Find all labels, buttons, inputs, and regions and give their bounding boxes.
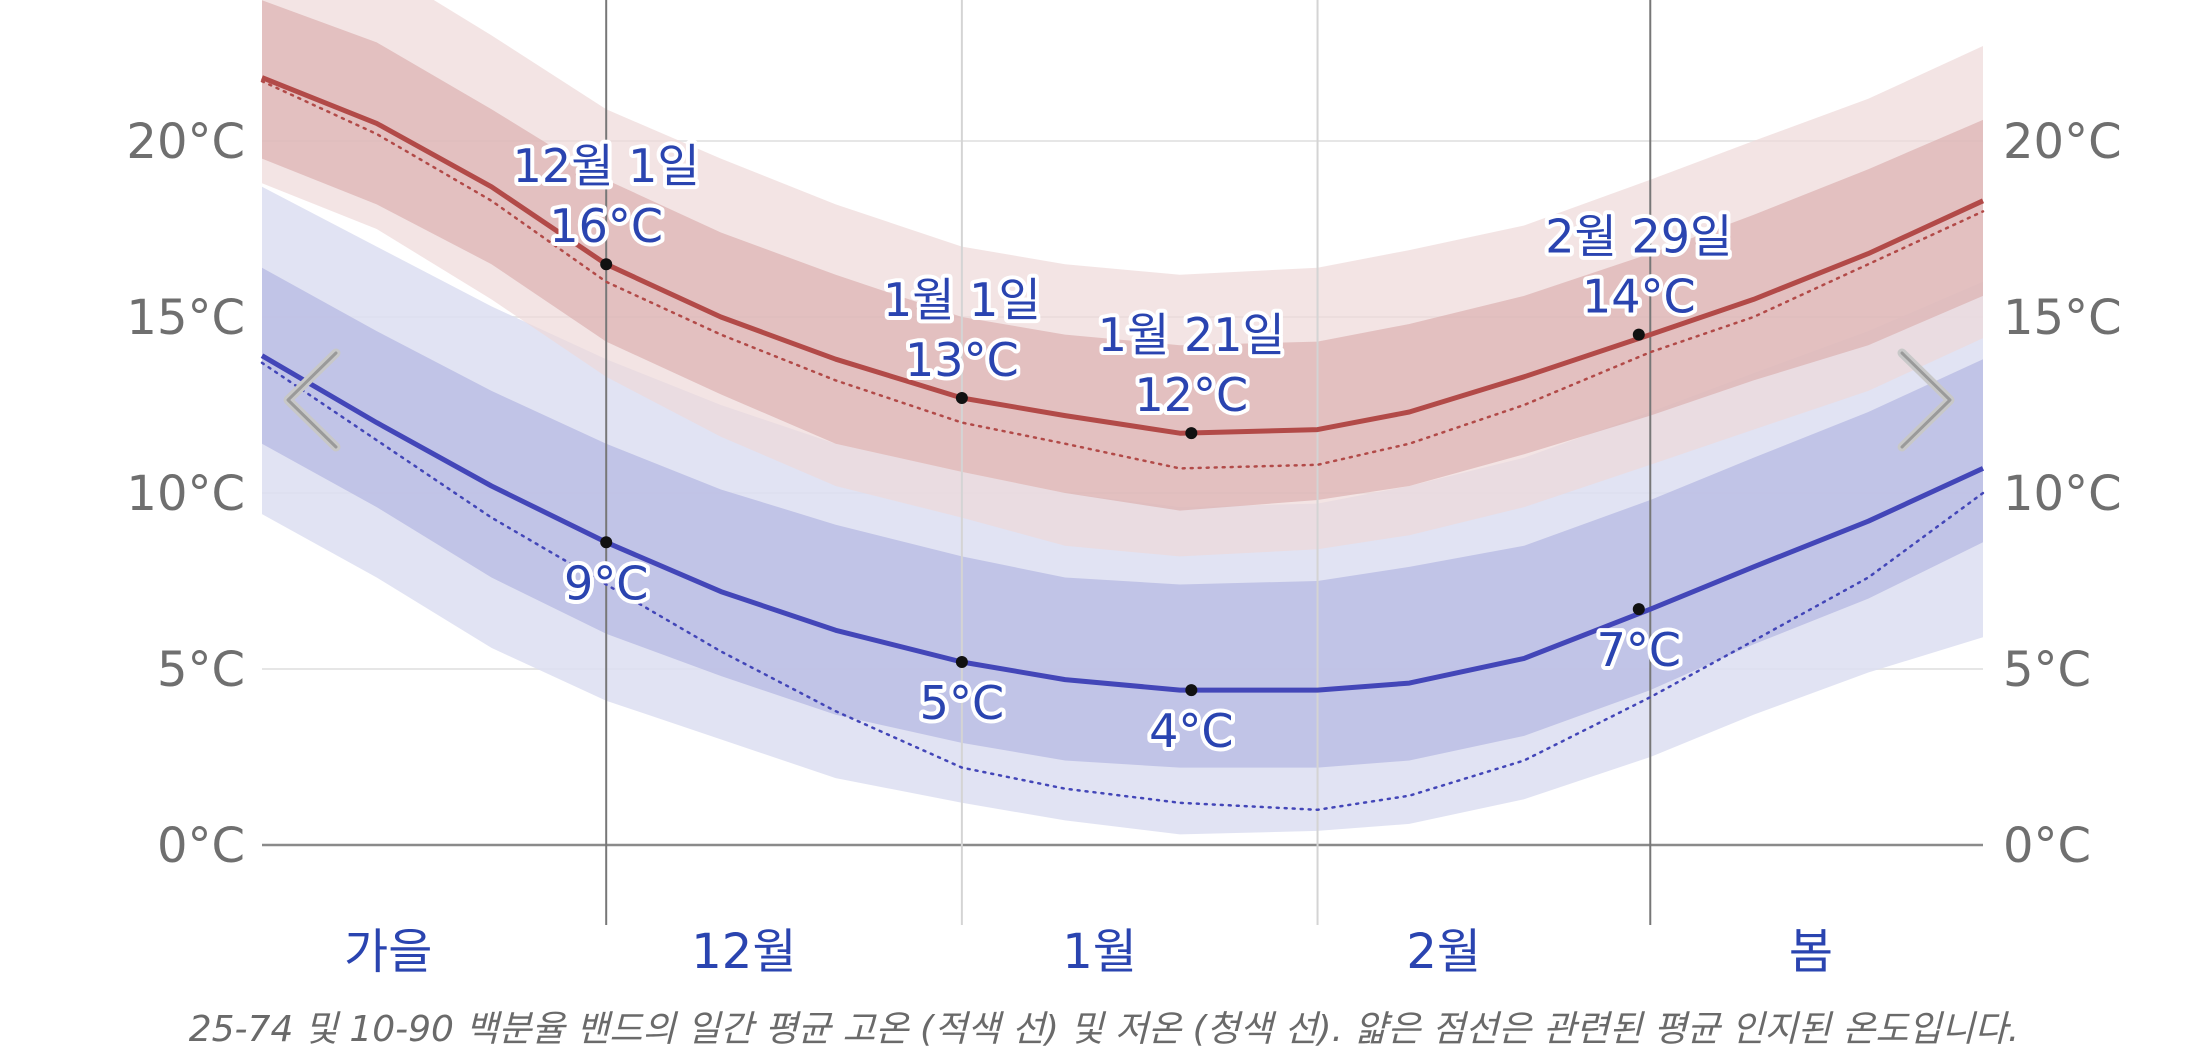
annotation-temp-label: 7°C bbox=[1597, 623, 1681, 677]
y-tick-label-right: 20°C bbox=[2003, 114, 2122, 170]
low-band-25-75 bbox=[262, 267, 1983, 768]
annotation-date-label: 1월 1일 bbox=[883, 273, 1041, 327]
annotation-date-label: 1월 21일 bbox=[1098, 308, 1285, 362]
y-tick-label-right: 15°C bbox=[2003, 290, 2122, 346]
annotation-date-label: 2월 29일 bbox=[1545, 210, 1732, 264]
annotation-temp-label: 5°C bbox=[920, 676, 1004, 730]
y-tick-label-left: 15°C bbox=[126, 290, 245, 346]
y-tick-label-right: 0°C bbox=[2003, 818, 2091, 874]
chart-caption: 25-74 및 10-90 백분율 밴드의 일간 평균 고온 (적색 선) 및 … bbox=[188, 1009, 2020, 1049]
chevron-left-icon[interactable] bbox=[278, 345, 348, 455]
y-tick-label-right: 5°C bbox=[2003, 642, 2091, 698]
y-tick-label-left: 5°C bbox=[157, 642, 245, 698]
month-label: 12월 bbox=[691, 924, 796, 980]
low-mean-line bbox=[260, 353, 1985, 693]
month-label: 봄 bbox=[1789, 924, 1833, 980]
month-label: 2월 bbox=[1406, 924, 1481, 980]
annotation-dot bbox=[1185, 427, 1198, 440]
annotation-temp-label: 9°C bbox=[564, 556, 648, 610]
annotation-temp-label: 16°C bbox=[549, 199, 663, 253]
annotation-dot bbox=[955, 655, 968, 668]
annotation-temp-label: 12°C bbox=[1135, 368, 1249, 422]
y-tick-label-left: 0°C bbox=[157, 818, 245, 874]
y-tick-label-left: 20°C bbox=[126, 114, 245, 170]
month-label: 1월 bbox=[1062, 924, 1137, 980]
annotation-temp-label: 14°C bbox=[1582, 270, 1696, 324]
chevron-right-icon[interactable] bbox=[1890, 345, 1960, 455]
annotation-dot bbox=[600, 258, 613, 271]
annotation-dot bbox=[1632, 328, 1645, 341]
month-label: 가을 bbox=[344, 924, 432, 980]
annotation-date-label: 12월 1일 bbox=[513, 139, 700, 193]
annotation-dot bbox=[600, 536, 613, 549]
high-mean-line bbox=[261, 75, 1985, 436]
y-tick-label-left: 10°C bbox=[126, 466, 245, 522]
low-feels-like-line bbox=[260, 361, 1985, 812]
annotation-temp-label: 4°C bbox=[1149, 704, 1233, 758]
y-tick-label-right: 10°C bbox=[2003, 466, 2122, 522]
high-feels-like-line bbox=[260, 79, 1985, 470]
high-band-25-75 bbox=[262, 0, 1983, 511]
annotation-dot bbox=[1632, 603, 1645, 616]
chart-svg: 0°C 0°C 5°C 5°C 10°C 10°C 15°C 15°C 20°C 20°C 가을 12… bbox=[126, 0, 2122, 980]
annotation-temp-label: 13°C bbox=[905, 333, 1019, 387]
annotation-dot bbox=[955, 391, 968, 404]
annotation-dot bbox=[1185, 684, 1198, 697]
